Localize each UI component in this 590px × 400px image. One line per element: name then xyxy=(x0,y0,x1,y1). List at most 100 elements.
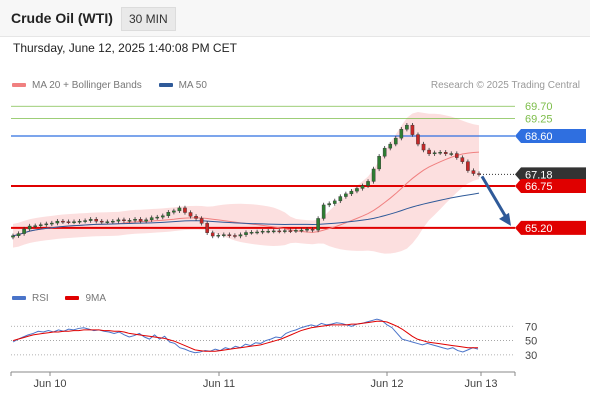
legend-item-ma50: MA 50 xyxy=(158,80,207,91)
rsi-9ma-line xyxy=(12,320,478,352)
candle-body xyxy=(455,153,459,158)
rsi-line xyxy=(12,318,479,354)
x-tick-label: Jun 11 xyxy=(203,378,235,390)
legend-item-rsi: RSI xyxy=(12,293,49,304)
candle-body xyxy=(38,224,43,226)
candle-body xyxy=(255,231,259,234)
candle-body xyxy=(449,153,454,155)
candle-body xyxy=(127,220,132,222)
candle-body xyxy=(405,124,409,130)
candle-body xyxy=(50,222,54,225)
legend-label-ma20: MA 20 + Bollinger Bands xyxy=(32,80,142,91)
candle-body xyxy=(438,151,442,154)
candle-body xyxy=(83,220,87,222)
candle-body xyxy=(183,207,187,213)
candle-body xyxy=(77,220,82,223)
rsi-tick-50: 50 xyxy=(525,336,537,348)
candle-body xyxy=(271,230,276,233)
rsi-legend: RSI 9MA xyxy=(12,293,120,304)
candle-body xyxy=(277,230,282,233)
candle-body xyxy=(210,232,215,237)
candle-body xyxy=(310,229,315,231)
price-tag-text-67.18: 67.18 xyxy=(525,169,553,181)
candle-body xyxy=(99,220,104,223)
candle-body xyxy=(316,218,320,231)
candle-body xyxy=(199,218,204,224)
candle-body xyxy=(393,137,398,145)
candle-body xyxy=(321,204,326,219)
price-tag-67.18 xyxy=(515,167,586,182)
candle-body xyxy=(477,173,481,175)
candle-body xyxy=(466,161,470,171)
candle-body xyxy=(460,157,465,162)
candle-body xyxy=(421,143,426,151)
candle-body xyxy=(249,232,254,234)
candle-body xyxy=(327,203,332,206)
candle-body xyxy=(155,216,160,219)
candle-body xyxy=(205,223,209,233)
candle-body xyxy=(133,219,137,221)
price-tag-65.20 xyxy=(515,220,586,235)
candle-body xyxy=(149,217,154,221)
ma50-line xyxy=(12,192,480,237)
candle-body xyxy=(22,228,26,234)
candle-body xyxy=(44,223,49,226)
candle-body xyxy=(66,221,71,223)
candle-body xyxy=(266,230,270,233)
candle-body xyxy=(410,124,415,135)
legend-swatch-rsi xyxy=(12,296,26,301)
candle-body xyxy=(194,216,198,219)
candle-body xyxy=(443,151,448,155)
candle-body xyxy=(283,230,287,232)
candle-body xyxy=(222,234,226,236)
candle-body xyxy=(260,230,265,233)
candle-body xyxy=(360,185,365,189)
legend-item-9ma: 9MA xyxy=(65,293,106,304)
candle-body xyxy=(160,215,165,218)
candle-body xyxy=(72,221,76,223)
candle-body xyxy=(349,190,354,195)
candle-body xyxy=(305,229,309,231)
candle-body xyxy=(332,200,337,204)
candle-body xyxy=(338,196,343,202)
candle-body xyxy=(227,234,232,236)
level-label-69.70: 69.70 xyxy=(525,101,553,113)
candle-body xyxy=(344,193,348,197)
candle-body xyxy=(294,230,298,232)
legend-label-9ma: 9MA xyxy=(85,293,107,304)
legend-swatch-ma20 xyxy=(12,83,26,88)
candle-body xyxy=(216,235,221,237)
timeframe-badge[interactable]: 30 MIN xyxy=(121,7,176,31)
candle-body xyxy=(177,207,182,212)
candle-body xyxy=(377,156,381,170)
candle-body xyxy=(88,219,93,221)
candle-body xyxy=(299,229,304,232)
legend-label-rsi: RSI xyxy=(32,293,49,304)
candle-body xyxy=(33,225,37,227)
candle-body xyxy=(111,220,115,223)
candle-body xyxy=(172,210,176,213)
chart-header: Crude Oil (WTI) 30 MIN xyxy=(0,0,590,37)
legend-swatch-ma50 xyxy=(158,83,173,88)
candle-body xyxy=(138,219,143,222)
instrument-title: Crude Oil (WTI) xyxy=(11,10,113,26)
candle-body xyxy=(188,212,193,217)
candle-body xyxy=(416,134,420,145)
candle-body xyxy=(388,143,393,149)
level-label-69.25: 69.25 xyxy=(525,113,553,125)
rsi-tick-30: 30 xyxy=(525,350,537,362)
price-tag-68.60 xyxy=(515,128,586,143)
price-tag-text-66.75: 66.75 xyxy=(525,181,553,193)
candle-body xyxy=(144,219,148,222)
candle-body xyxy=(55,220,60,224)
candle-body xyxy=(432,152,437,155)
candle-body xyxy=(355,188,359,192)
price-tag-66.75 xyxy=(515,179,586,193)
candle-body xyxy=(94,219,99,222)
candle-body xyxy=(122,219,126,222)
candle-body xyxy=(27,225,32,230)
candle-body xyxy=(166,212,171,216)
timestamp: Thursday, June 12, 2025 1:40:08 PM CET xyxy=(13,41,237,55)
candle-body xyxy=(233,235,237,237)
